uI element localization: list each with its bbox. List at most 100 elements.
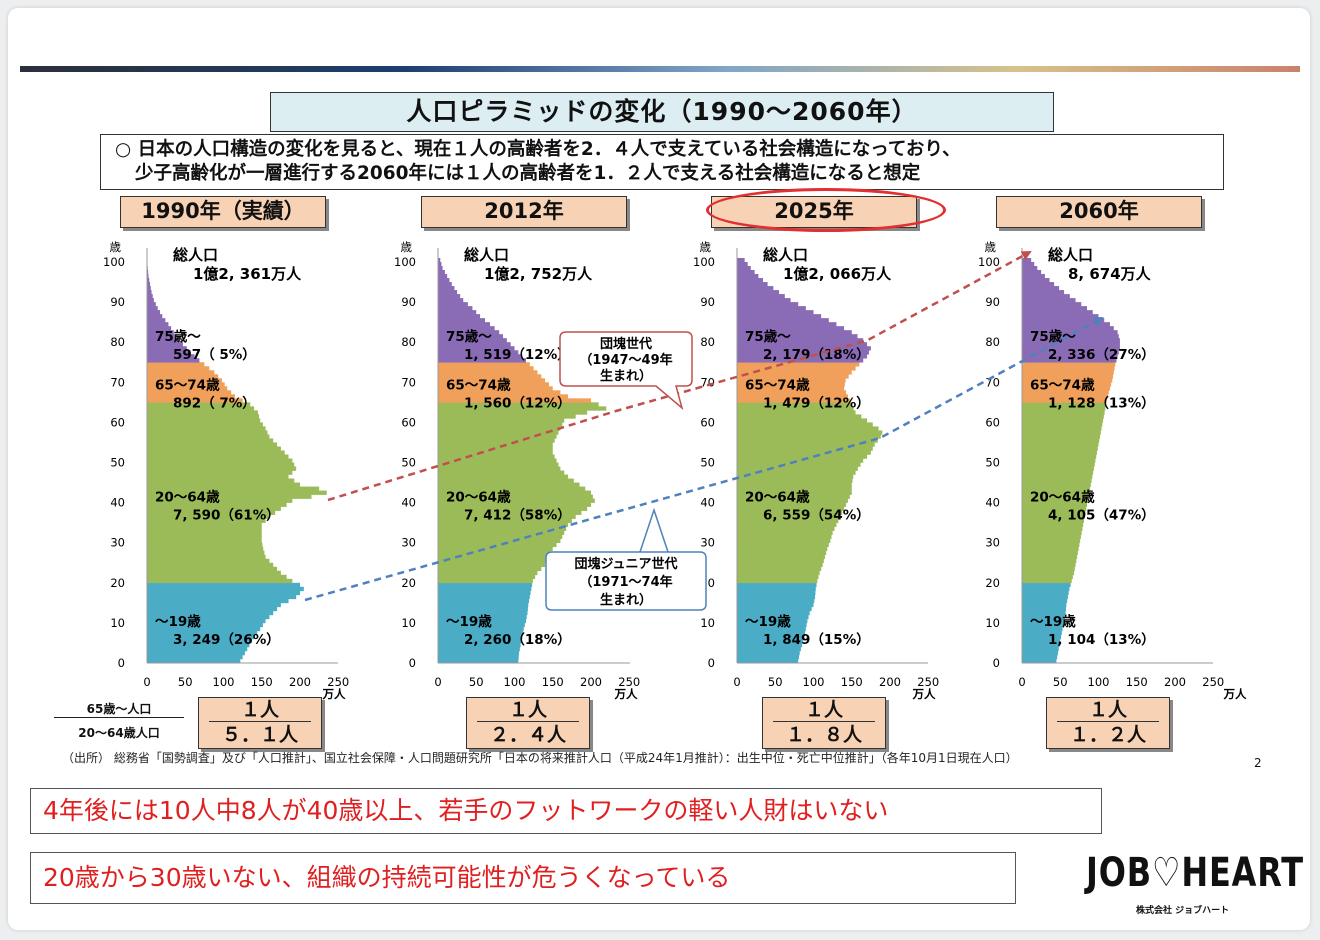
pyramid-bar <box>438 486 586 491</box>
age-group-label: 75歳～ <box>1030 328 1076 345</box>
pyramid-bar <box>737 438 878 443</box>
age-group-label: 65～74歳 <box>1030 376 1095 393</box>
page-number: 2 <box>1254 756 1262 770</box>
pyramid-bar <box>1022 602 1067 608</box>
pyramid-bar <box>737 526 835 531</box>
pyramid-bar <box>737 270 755 275</box>
pyramid-bar <box>147 534 262 539</box>
x-tick-label: 0 <box>434 675 441 689</box>
pyramid-bar <box>737 542 829 548</box>
pyramid-bar <box>737 474 854 479</box>
pyramid-bar <box>1022 386 1110 391</box>
pyramid-bar <box>438 594 530 600</box>
pyramid-bar <box>1022 446 1098 451</box>
pyramid-bar <box>438 470 565 475</box>
pyramid-bar <box>737 462 861 467</box>
age-group-label: 20～64歳 <box>745 489 810 506</box>
x-tick-label: 100 <box>213 675 235 689</box>
pyramid-bar <box>147 626 261 632</box>
pyramid-bar <box>737 630 806 636</box>
age-group-value: 1, 849（15%） <box>763 632 870 648</box>
pyramid-bar <box>1022 562 1076 568</box>
dankai-junior-callout-note: 生まれ） <box>600 592 652 608</box>
age-group-value: 1, 560（12%） <box>464 395 571 411</box>
age-group-value: 2, 336（27%） <box>1048 347 1155 363</box>
dankai-callout-years: （1947～49年 <box>579 352 672 368</box>
ratio-1990-num: １人 <box>209 699 311 722</box>
pyramid-bar <box>438 546 553 552</box>
pyramid-bar <box>737 502 847 507</box>
pyramid-bar <box>438 626 524 632</box>
pyramid-bar <box>147 474 289 479</box>
pyramid-bar <box>1022 298 1076 303</box>
age-group-label: 75歳～ <box>745 328 791 345</box>
pyramid-bar <box>438 654 519 660</box>
pyramid-bar <box>438 538 561 543</box>
pyramid-bar <box>1022 578 1072 584</box>
pyramid-bar <box>1022 270 1042 275</box>
pyramid-bar <box>737 622 807 628</box>
y-tick-label: 0 <box>118 656 125 670</box>
pyramid-bar <box>438 410 588 415</box>
pyramid-bar <box>147 422 263 427</box>
pyramid-bar <box>438 590 531 596</box>
dankai-callout: 団塊世代 （1947～49年 生まれ） <box>559 331 693 411</box>
pyramid-bar <box>1022 414 1104 419</box>
pyramid-bar <box>438 530 565 535</box>
y-tick-label: 30 <box>401 536 416 550</box>
pyramid-bar <box>147 542 263 548</box>
dankai-junior-callout-title: 団塊ジュニア世代 <box>574 556 677 572</box>
age-group-label: ～19歳 <box>155 613 201 630</box>
pyramid-bar <box>1022 510 1086 515</box>
pyramid-bar <box>147 530 262 535</box>
pyramid-bar <box>438 642 521 648</box>
y-tick-label: 10 <box>700 616 715 630</box>
x-tick-label: 100 <box>504 675 526 689</box>
y-tick-label: 10 <box>985 616 1000 630</box>
pyramid-bar <box>1022 294 1070 299</box>
pyramid-bar <box>147 478 295 483</box>
pyramid-bar <box>1022 358 1117 363</box>
pyramid-bar <box>737 402 852 407</box>
pyramid-bar <box>1022 554 1078 560</box>
ratio-2012-num: １人 <box>477 699 579 722</box>
y-tick-label: 90 <box>110 295 125 309</box>
pyramid-bar <box>147 414 260 419</box>
pyramid-bar <box>1022 498 1088 503</box>
pyramid-bar <box>438 386 553 391</box>
pyramid-bar <box>737 334 858 339</box>
dankai-junior-callout: 団塊ジュニア世代 （1971～74年 生まれ） <box>545 507 707 611</box>
pyramid-bar <box>147 398 243 403</box>
pyramid-bar <box>147 362 205 367</box>
pyramid-bar <box>438 490 591 495</box>
pyramid-bar <box>147 574 287 580</box>
pyramid-bar <box>438 390 561 395</box>
pyramid-bar <box>737 602 814 608</box>
pyramid-bar <box>147 594 297 600</box>
pyramid-bar <box>147 410 258 415</box>
y-tick-label: 80 <box>110 335 125 349</box>
pyramid-bar <box>438 578 533 584</box>
pyramid-bar <box>438 274 448 279</box>
pyramid-bar <box>147 382 225 387</box>
pyramid-bar <box>438 342 511 347</box>
pyramid-bar <box>737 390 847 395</box>
pyramid-bar <box>147 350 191 355</box>
pyramid-bar <box>438 462 559 467</box>
pyramid-bar <box>438 586 532 592</box>
x-tick-label: 200 <box>1164 675 1186 689</box>
pyramid-bar <box>438 510 582 515</box>
pyramid-bar <box>147 450 285 455</box>
pyramid-bar <box>147 346 187 351</box>
pyramid-bar <box>1022 306 1088 311</box>
pyramid-bar <box>147 454 289 459</box>
pyramid-bar <box>737 586 816 592</box>
pyramid-bar <box>1022 590 1069 596</box>
pyramid-bar <box>1022 274 1045 279</box>
age-group-label: 20～64歳 <box>155 489 220 506</box>
pyramid-bar <box>1022 630 1062 636</box>
summary-line-1: ○ 日本の人口構造の変化を見ると、現在１人の高齢者を2．４人で支えている社会構造… <box>115 139 961 160</box>
pyramid-bar <box>438 358 526 363</box>
pyramid-bar <box>737 406 854 411</box>
age-group-value: 4, 105（47%） <box>1048 508 1155 524</box>
